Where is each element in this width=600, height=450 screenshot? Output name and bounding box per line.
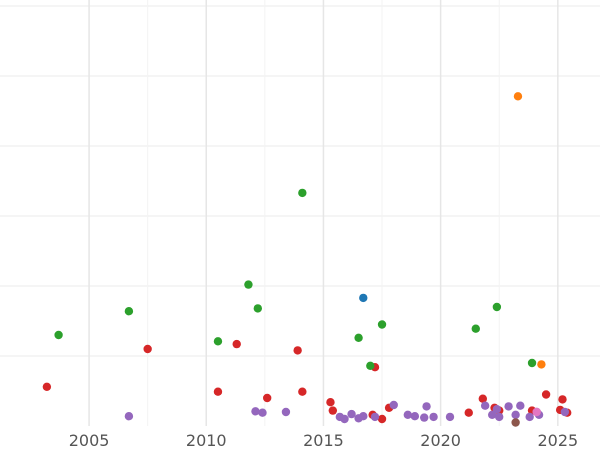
data-point [527,358,537,368]
data-point [537,360,546,369]
data-point [445,412,455,422]
data-point [232,339,241,349]
data-point [492,405,502,414]
data-point [298,188,307,198]
data-point [495,412,504,422]
data-point [213,337,223,346]
data-point [251,407,260,416]
data-point [464,408,473,417]
x-axis-ticks: 2005 2010 2015 2020 2025 [69,431,578,450]
data-point [366,361,375,370]
data-point [54,330,63,340]
data-point [377,414,387,424]
data-point [253,304,263,313]
data-point [516,401,525,410]
data-point [281,407,291,417]
data-point [244,280,253,289]
data-point [541,390,551,399]
data-point [560,407,570,417]
data-point [471,324,480,333]
data-point [511,418,520,427]
data-point [143,344,152,354]
data-point [480,401,490,410]
data-point [410,412,420,421]
data-point [389,400,398,410]
data-point [558,395,567,404]
data-point [420,413,429,422]
x-tick-label: 2025 [537,431,578,450]
x-tick-label: 2015 [303,431,344,450]
data-point [422,402,431,411]
points-layer [42,92,572,427]
data-point [525,412,534,422]
data-point [429,412,438,422]
data-point [403,410,413,419]
x-tick-label: 2005 [69,431,110,450]
data-point [532,407,541,417]
data-point [262,393,272,403]
data-point [42,382,52,391]
data-point [347,409,356,419]
grid-layer [0,0,600,426]
data-point [340,414,349,424]
data-point [487,410,497,419]
data-point [328,406,338,415]
data-point [359,412,368,421]
x-tick-label: 2010 [186,431,227,450]
x-tick-label: 2020 [420,431,461,450]
data-point [377,320,387,329]
data-point [511,410,520,419]
data-point [124,412,134,421]
data-point [492,302,502,312]
data-point [370,412,380,422]
data-point [124,307,134,316]
data-point [213,387,223,396]
data-point [326,398,335,407]
data-point [359,293,368,303]
data-point [478,394,488,403]
data-point [513,92,523,101]
data-point [258,408,267,417]
data-point [298,387,307,396]
data-point [354,333,363,342]
data-point [504,402,513,411]
data-point [293,346,302,355]
